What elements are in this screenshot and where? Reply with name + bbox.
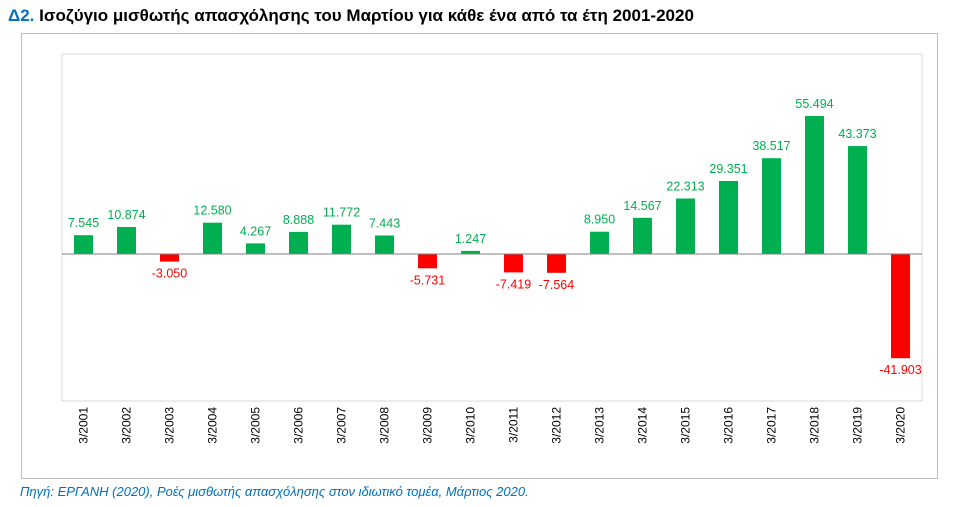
source-note: Πηγή: ΕΡΓΑΝΗ (2020), Ροές μισθωτής απασχ… — [20, 484, 529, 499]
x-tick-label: 3/2014 — [636, 407, 650, 444]
bar-chart: 7.545 3/2001 10.874 3/2002 -3.050 3/2003 12.58… — [61, 53, 923, 444]
data-label: 8.888 — [283, 213, 314, 227]
data-label: 7.443 — [369, 217, 400, 231]
x-tick-label: 3/2002 — [120, 407, 134, 444]
bar — [418, 254, 437, 269]
bar — [160, 254, 179, 262]
data-label: 11.772 — [323, 206, 360, 220]
chart-title-text: Ισοζύγιο μισθωτής απασχόλησης του Μαρτίο… — [39, 6, 694, 25]
x-tick-label: 3/2004 — [206, 407, 220, 444]
bar — [461, 250, 480, 254]
bar — [117, 227, 136, 254]
x-tick-label: 3/2007 — [335, 407, 349, 444]
bar — [633, 217, 652, 254]
x-tick-label: 3/2009 — [421, 407, 435, 444]
x-tick-label: 3/2015 — [679, 407, 693, 444]
data-label: -41.903 — [879, 363, 921, 377]
data-label: -7.564 — [539, 278, 574, 292]
data-label: 12.580 — [193, 204, 231, 218]
bar — [504, 254, 523, 273]
x-tick-label: 3/2011 — [507, 407, 521, 443]
data-label: -7.419 — [496, 277, 531, 291]
x-tick-label: 3/2006 — [292, 407, 306, 444]
data-label: -5.731 — [410, 273, 445, 287]
x-tick-label: 3/2019 — [851, 407, 865, 444]
chart-frame: 7.545 3/2001 10.874 3/2002 -3.050 3/2003 12.58… — [21, 33, 938, 479]
bar — [203, 222, 222, 254]
x-tick-label: 3/2020 — [894, 407, 908, 444]
x-tick-label: 3/2016 — [722, 407, 736, 444]
x-tick-label: 3/2012 — [550, 407, 564, 444]
data-label: 29.351 — [709, 162, 747, 176]
data-label: 22.313 — [666, 180, 704, 194]
data-label: 4.267 — [240, 224, 271, 238]
bar — [547, 254, 566, 273]
x-tick-label: 3/2005 — [249, 407, 263, 444]
data-label: -3.050 — [152, 267, 187, 281]
x-tick-label: 3/2010 — [464, 407, 478, 444]
data-label: 43.373 — [838, 127, 876, 141]
bar — [805, 116, 824, 254]
x-tick-label: 3/2003 — [163, 407, 177, 444]
data-label: 7.545 — [68, 216, 99, 230]
bar — [848, 146, 867, 254]
bar — [332, 224, 351, 254]
bar — [74, 235, 93, 254]
data-label: 14.567 — [623, 199, 661, 213]
plot-area — [61, 53, 923, 402]
bar — [375, 235, 394, 254]
chart-title-number: Δ2. — [8, 6, 35, 25]
bar — [762, 158, 781, 254]
data-label: 8.950 — [584, 213, 615, 227]
data-label: 1.247 — [455, 232, 486, 246]
x-tick-label: 3/2001 — [77, 407, 91, 444]
x-tick-label: 3/2017 — [765, 407, 779, 444]
bar — [590, 231, 609, 254]
bar — [719, 181, 738, 254]
bar — [289, 231, 308, 254]
chart-title: Δ2. Ισοζύγιο μισθωτής απασχόλησης του Μα… — [8, 6, 694, 26]
data-label: 38.517 — [752, 139, 790, 153]
data-label: 10.874 — [107, 208, 145, 222]
bar — [676, 198, 695, 254]
x-tick-label: 3/2018 — [808, 407, 822, 444]
data-label: 55.494 — [795, 97, 833, 111]
x-tick-label: 3/2008 — [378, 407, 392, 444]
bar — [246, 243, 265, 254]
bar — [891, 254, 910, 359]
x-tick-label: 3/2013 — [593, 407, 607, 444]
